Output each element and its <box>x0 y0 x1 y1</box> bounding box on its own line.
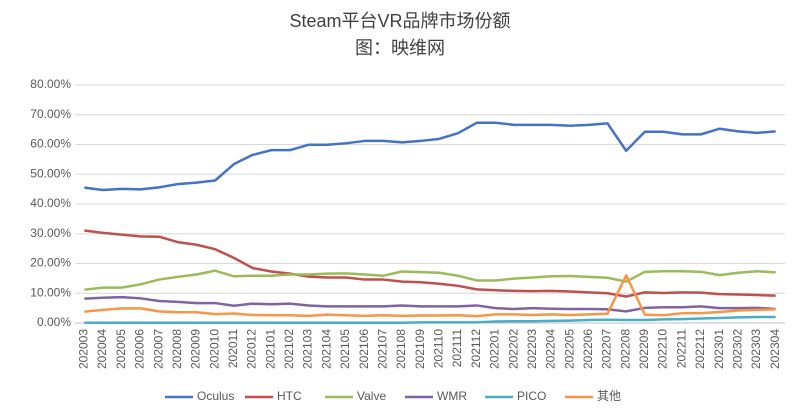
y-tick-label: 20.00% <box>30 256 71 270</box>
series-line <box>84 295 776 313</box>
x-tick-label: 202206 <box>581 329 595 369</box>
series-line <box>84 315 776 324</box>
x-tick-label: 202010 <box>207 329 221 369</box>
y-tick-label: 10.00% <box>30 285 71 299</box>
x-tick-label: 202211 <box>674 329 688 368</box>
series-line <box>84 269 776 291</box>
x-tick-label: 202107 <box>375 329 389 369</box>
x-tick-label: 202302 <box>730 329 744 369</box>
x-tick-label: 202208 <box>618 329 632 369</box>
series-line <box>84 274 776 318</box>
x-tick-label: 202203 <box>525 329 539 369</box>
x-tick-label: 202104 <box>319 329 333 369</box>
x-tick-label: 202106 <box>357 329 371 369</box>
x-tick-label: 202008 <box>170 329 184 369</box>
x-tick-label: 202006 <box>133 329 147 369</box>
legend-label: Valve <box>357 389 386 403</box>
series-line <box>84 121 776 192</box>
legend-label: WMR <box>437 389 467 403</box>
x-tick-label: 202011 <box>226 329 240 368</box>
chart-title: Steam平台VR品牌市场份额 <box>289 11 510 31</box>
x-tick-label: 202202 <box>506 329 520 369</box>
x-tick-label: 202012 <box>245 329 259 369</box>
y-tick-label: 60.00% <box>30 137 71 151</box>
x-tick-label: 202205 <box>562 329 576 369</box>
x-tick-label: 202303 <box>749 329 763 369</box>
legend-label: HTC <box>277 389 302 403</box>
x-tick-label: 202201 <box>488 329 502 369</box>
x-tick-label: 202003 <box>77 329 91 369</box>
x-tick-label: 202112 <box>469 329 483 368</box>
x-tick-label: 202210 <box>656 329 670 369</box>
x-tick-label: 202009 <box>189 329 203 369</box>
x-tick-label: 202304 <box>768 329 782 369</box>
x-tick-label: 202007 <box>151 329 165 369</box>
x-tick-label: 202005 <box>114 329 128 369</box>
x-tick-label: 202103 <box>301 329 315 369</box>
y-tick-label: 30.00% <box>30 226 71 240</box>
x-tick-label: 202301 <box>712 329 726 369</box>
x-tick-label: 202212 <box>693 329 707 369</box>
x-tick-label: 202101 <box>263 329 277 369</box>
y-tick-label: 50.00% <box>30 166 71 180</box>
legend-label: 其他 <box>597 389 621 403</box>
y-tick-label: 40.00% <box>30 196 71 210</box>
x-tick-label: 202105 <box>338 329 352 369</box>
x-tick-label: 202004 <box>95 329 109 369</box>
x-tick-label: 202109 <box>413 329 427 369</box>
legend-label: PICO <box>517 389 546 403</box>
y-tick-label: 70.00% <box>30 107 71 121</box>
x-tick-label: 202111 <box>450 329 464 368</box>
y-tick-label: 0.00% <box>37 315 71 329</box>
x-tick-label: 202102 <box>282 329 296 369</box>
x-tick-label: 202209 <box>637 329 651 369</box>
legend-label: Oculus <box>197 389 234 403</box>
x-tick-label: 202207 <box>600 329 614 369</box>
y-tick-label: 80.00% <box>30 77 71 91</box>
x-tick-label: 202110 <box>432 329 446 368</box>
chart-subtitle: 图：映维网 <box>355 38 445 58</box>
x-tick-label: 202108 <box>394 329 408 369</box>
x-tick-label: 202204 <box>544 329 558 369</box>
series-line <box>84 229 776 298</box>
